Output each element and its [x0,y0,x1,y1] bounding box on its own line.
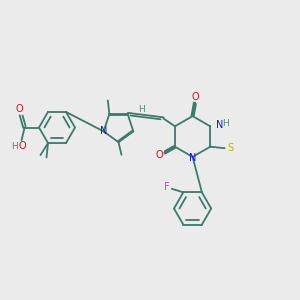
Text: H: H [222,119,228,128]
Text: N: N [216,120,223,130]
Text: O: O [16,104,23,115]
Text: O: O [18,141,26,151]
Text: O: O [155,150,163,160]
Text: H: H [139,105,145,114]
Text: O: O [192,92,200,102]
Text: H: H [12,142,18,151]
Text: N: N [100,126,107,136]
Text: F: F [164,182,170,192]
Text: N: N [189,153,196,164]
Text: S: S [228,143,234,153]
